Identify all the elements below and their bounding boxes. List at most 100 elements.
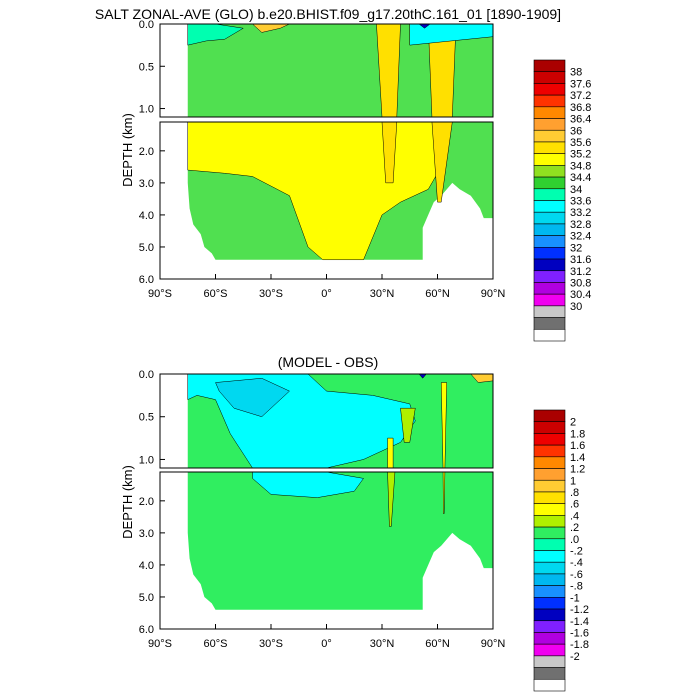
colorbar-swatch (533, 515, 566, 528)
upper-field (187, 24, 493, 117)
colorbar-swatch (533, 550, 566, 563)
x-tick-label: 30°N (370, 638, 395, 650)
x-tick-label: 90°S (148, 638, 172, 650)
chart-title: SALT ZONAL-AVE (GLO) b.e20.BHIST.f09_g17… (95, 6, 561, 22)
colorbar-swatch (533, 293, 566, 307)
colorbar-swatch (533, 608, 566, 622)
colorbar-swatch (533, 282, 566, 295)
y-axis-label: DEPTH (km) (120, 113, 135, 187)
colorbar-label: -.6 (570, 569, 583, 581)
colorbar-swatch (533, 165, 566, 178)
x-tick-label: 60°N (425, 638, 450, 650)
colorbar-label: 36.8 (570, 102, 591, 114)
colorbar-swatch (533, 118, 566, 131)
colorbar-label: 34.4 (570, 172, 591, 184)
y-axis-label: DEPTH (km) (120, 465, 135, 539)
x-tick-label: 60°S (204, 288, 228, 300)
contour-region (418, 374, 427, 379)
panel-upper (159, 23, 494, 118)
x-tick-label: 90°N (481, 288, 506, 300)
colorbar-label: .0 (570, 534, 579, 546)
contour-region (409, 24, 493, 46)
colorbar-label: -1.8 (570, 639, 589, 651)
contour-region (187, 24, 244, 46)
colorbar-swatch (533, 573, 566, 586)
y-tick-labels: 0.0 0.5 1.0 2.0 3.0 4.0 5.0 6.0 (139, 369, 165, 636)
colorbar-swatch (533, 71, 566, 84)
lower-field (187, 122, 493, 261)
chart-title: (MODEL - OBS) (278, 354, 379, 370)
colorbar-label: 31.6 (570, 254, 591, 266)
colorbar-swatch (533, 188, 566, 201)
colorbar-label: 1.8 (570, 428, 585, 440)
colorbar-swatch (533, 444, 566, 458)
contour-region (418, 24, 431, 29)
x-tick-label: 0° (321, 288, 332, 300)
y-tick-label: 5.0 (139, 242, 154, 254)
colorbar-label: 34 (570, 184, 582, 196)
colorbar-label: 1.4 (570, 452, 585, 464)
colorbar-swatch (533, 247, 566, 260)
colorbar-label: .6 (570, 499, 579, 511)
contour-region (252, 24, 290, 33)
colorbar-label: 36 (570, 125, 582, 137)
colorbar-label: 30.8 (570, 277, 591, 289)
contour-region (440, 382, 448, 468)
colorbar-swatch (533, 106, 566, 119)
y-tick-labels: 0.0 0.5 1.0 2.0 3.0 4.0 5.0 6.0 (139, 19, 165, 286)
colorbar-label: -.8 (570, 581, 583, 593)
colorbar-swatch (533, 655, 566, 668)
contour-region (442, 472, 446, 514)
colorbar-label: .4 (570, 510, 579, 522)
y-tick-label: 4.0 (139, 560, 154, 572)
y-tick-label: 0.5 (139, 61, 154, 73)
y-tick-label: 3.0 (139, 528, 154, 540)
colorbar-label: 30 (570, 301, 582, 313)
colorbar-label: 2 (570, 417, 576, 429)
colorbar-label: 34.8 (570, 160, 591, 172)
colorbar-swatch (533, 561, 566, 575)
colorbar-label: -.2 (570, 546, 583, 558)
contour-region (215, 378, 290, 418)
colorbar-label: 37.2 (570, 90, 591, 102)
y-tick-label: 6.0 (139, 274, 154, 286)
colorbar-swatch (533, 223, 566, 236)
colorbar-swatch (533, 328, 566, 342)
upper-field (187, 374, 493, 468)
y-tick-label: 5.0 (139, 592, 154, 604)
colorbar-label: 32.4 (570, 231, 591, 243)
colorbar-swatch (533, 83, 566, 96)
colorbar-label: -.4 (570, 557, 583, 569)
contour-region (381, 122, 398, 184)
y-tick-label: 0.0 (139, 369, 154, 381)
colorbar-swatch (533, 620, 566, 633)
colorbar-swatch (533, 526, 566, 540)
colorbar-swatch (533, 409, 566, 423)
colorbar-swatch (533, 491, 566, 504)
contour-region (252, 472, 364, 498)
colorbar-swatch (533, 597, 566, 610)
y-tick-label: 2.0 (139, 146, 154, 158)
colorbar-swatch (533, 153, 566, 166)
colorbar-swatch (533, 270, 566, 283)
x-tick-label: 60°N (425, 288, 450, 300)
y-tick-label: 4.0 (139, 210, 154, 222)
colorbar-label: -1.2 (570, 604, 589, 616)
panel-upper (159, 373, 494, 469)
colorbar-swatch (533, 317, 566, 330)
chart-model-minus-obs: (MODEL - OBS) DEPTH (km) 0.00.51.02.03.0… (120, 354, 589, 692)
colorbar-swatch (533, 211, 566, 225)
colorbar-label: 1 (570, 475, 576, 487)
contour-region (470, 374, 493, 383)
colorbar-label: -1.6 (570, 627, 589, 639)
colorbar-swatch (533, 176, 566, 190)
x-tick-label: 60°S (204, 638, 228, 650)
lower-field (187, 472, 493, 610)
x-tick-label: 30°S (259, 638, 283, 650)
y-tick-label: 3.0 (139, 178, 154, 190)
colorbar-label: 38 (570, 67, 582, 79)
colorbar-swatch (533, 667, 566, 680)
contour-region (427, 24, 457, 117)
colorbar-swatch (533, 643, 566, 657)
contour-region (431, 122, 453, 203)
